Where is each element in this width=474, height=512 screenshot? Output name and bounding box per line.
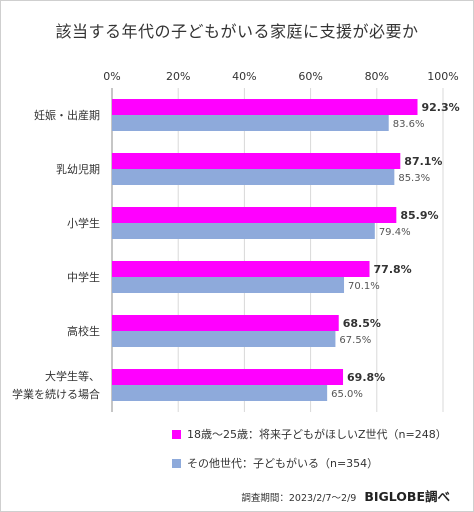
bar-z-generation	[112, 207, 397, 223]
category-label: 高校生	[67, 324, 100, 338]
survey-period: 調査期間：2023/2/7～2/9	[241, 493, 357, 504]
data-label: 79.4%	[379, 227, 411, 238]
bar-other-generation	[112, 223, 375, 239]
data-label: 85.9%	[400, 209, 438, 222]
legend-label-z-generation: 18歳～25歳：将来子どもがほしいZ世代（n=248）	[187, 428, 447, 441]
data-label: 68.5%	[343, 317, 381, 330]
data-label: 83.6%	[393, 119, 425, 130]
data-label: 69.8%	[347, 371, 385, 384]
bar-z-generation	[112, 153, 401, 169]
data-label: 85.3%	[398, 173, 430, 184]
data-label: 77.8%	[374, 263, 412, 276]
bar-other-generation	[112, 115, 389, 131]
data-label: 67.5%	[339, 335, 371, 346]
chart-title: 該当する年代の子どもがいる家庭に支援が必要か	[55, 22, 419, 41]
category-label: 中学生	[67, 270, 100, 284]
data-label: 65.0%	[331, 389, 363, 400]
data-label: 92.3%	[422, 101, 460, 114]
brand-logo-text: BIGLOBE調べ	[364, 489, 450, 504]
legend-item-other-generation: その他世代：子どもがいる（n=354）	[172, 455, 378, 471]
data-label: 70.1%	[348, 281, 380, 292]
bar-z-generation	[112, 261, 370, 277]
category-label: 学業を続ける場合	[12, 387, 100, 401]
x-tick-label: 20%	[166, 70, 190, 83]
bar-z-generation	[112, 99, 418, 115]
bar-other-generation	[112, 277, 345, 293]
bar-other-generation	[112, 331, 336, 347]
bar-z-generation	[112, 315, 339, 331]
category-label: 妊娠・出産期	[34, 108, 100, 122]
bar-other-generation	[112, 169, 395, 185]
category-label: 大学生等、	[45, 369, 100, 383]
bar-z-generation	[112, 369, 344, 385]
category-label: 小学生	[67, 216, 100, 230]
x-tick-label: 40%	[232, 70, 256, 83]
footer: 調査期間：2023/2/7～2/9 BIGLOBE調べ	[241, 486, 450, 505]
x-tick-label: 0%	[103, 70, 120, 83]
legend-item-z-generation: 18歳～25歳：将来子どもがほしいZ世代（n=248）	[172, 426, 447, 442]
category-label: 乳幼児期	[56, 163, 100, 176]
x-tick-label: 60%	[298, 70, 322, 83]
data-label: 87.1%	[404, 155, 442, 168]
legend-label-other-generation: その他世代：子どもがいる（n=354）	[187, 457, 379, 470]
legend-swatch-other-generation	[172, 459, 181, 468]
x-tick-label: 80%	[365, 70, 389, 83]
legend-swatch-z-generation	[172, 430, 181, 439]
bar-other-generation	[112, 385, 328, 401]
x-tick-label: 100%	[427, 70, 458, 83]
